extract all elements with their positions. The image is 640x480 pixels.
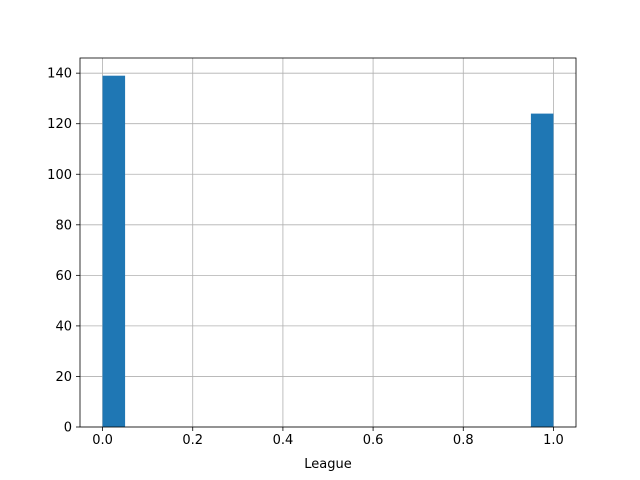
y-tick-label: 120 (47, 117, 72, 132)
y-tick-label: 0 (64, 421, 72, 436)
y-tick-label: 40 (55, 319, 72, 334)
x-tick-label: 0.8 (453, 433, 474, 448)
y-tick-label: 140 (47, 67, 72, 82)
histogram-bar (102, 75, 126, 428)
y-tick-label: 80 (55, 218, 72, 233)
y-tick-label: 20 (55, 370, 72, 385)
axes-layer (79, 57, 577, 428)
x-tick-label: 0.0 (92, 433, 113, 448)
x-tick-label: 0.4 (273, 433, 294, 448)
bars-layer (102, 75, 554, 428)
grid-layer (80, 58, 576, 428)
axes-frame (79, 57, 577, 428)
x-tick-label: 1.0 (543, 433, 564, 448)
histogram-bar (530, 113, 554, 428)
y-tick-label: 100 (47, 168, 72, 183)
ticks-layer: 0.0 0.2 0.4 0.6 0.8 1.0 0 20 40 60 80 100 120 140 (47, 67, 564, 448)
y-tick-label: 60 (55, 269, 72, 284)
x-tick-label: 0.2 (182, 433, 203, 448)
x-tick-label: 0.6 (363, 433, 384, 448)
x-axis-label: League (304, 457, 351, 472)
